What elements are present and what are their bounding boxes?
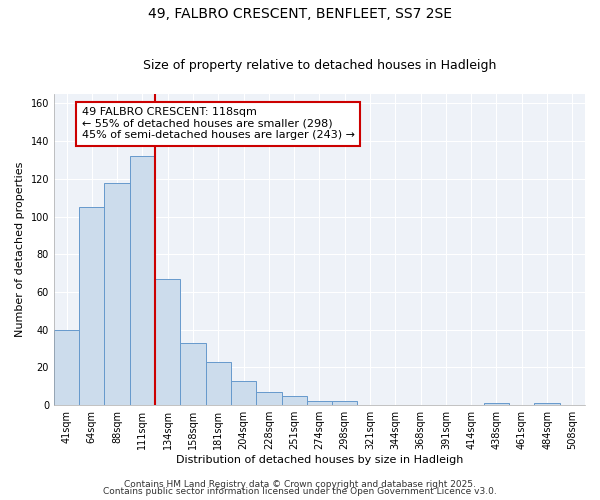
Bar [281,396,307,405]
Y-axis label: Number of detached properties: Number of detached properties [15,162,25,338]
Bar [130,156,155,405]
Bar [181,343,206,405]
Bar [54,330,79,405]
Title: Size of property relative to detached houses in Hadleigh: Size of property relative to detached ho… [143,59,496,72]
Bar [79,207,104,405]
Bar [206,362,231,405]
Text: Contains public sector information licensed under the Open Government Licence v3: Contains public sector information licen… [103,487,497,496]
Bar [231,380,256,405]
Bar [104,182,130,405]
Bar [307,402,332,405]
Bar [484,404,509,405]
Bar [535,404,560,405]
Text: 49 FALBRO CRESCENT: 118sqm
← 55% of detached houses are smaller (298)
45% of sem: 49 FALBRO CRESCENT: 118sqm ← 55% of deta… [82,107,355,140]
Text: Contains HM Land Registry data © Crown copyright and database right 2025.: Contains HM Land Registry data © Crown c… [124,480,476,489]
Bar [256,392,281,405]
Text: 49, FALBRO CRESCENT, BENFLEET, SS7 2SE: 49, FALBRO CRESCENT, BENFLEET, SS7 2SE [148,8,452,22]
Bar [155,279,181,405]
Bar [332,402,358,405]
X-axis label: Distribution of detached houses by size in Hadleigh: Distribution of detached houses by size … [176,455,463,465]
